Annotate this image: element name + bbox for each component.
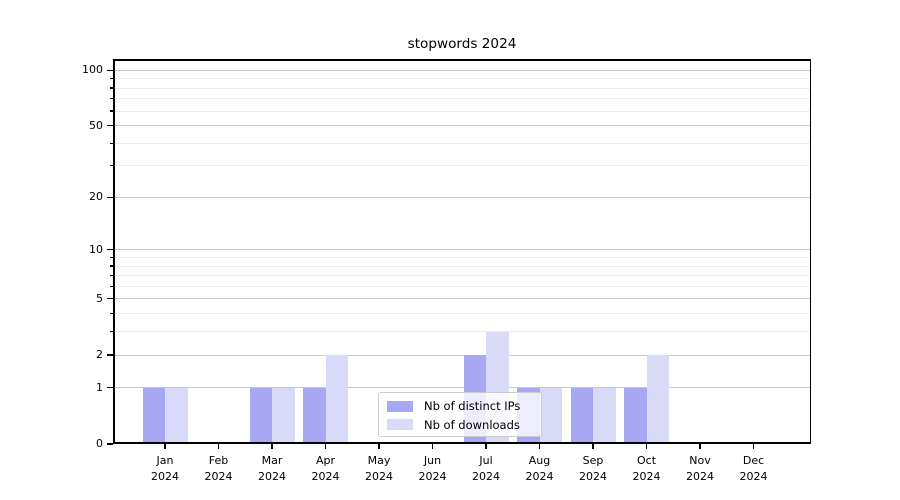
x-tick-label: Jul 2024	[472, 454, 500, 483]
y-minor-tick-mark	[109, 256, 113, 259]
y-tick-label: 10	[89, 242, 103, 256]
gridline-major	[113, 125, 811, 127]
x-tick-mark	[645, 444, 648, 449]
x-tick-label: Nov 2024	[686, 454, 714, 483]
y-tick-label: 100	[82, 63, 103, 77]
y-tick-label: 20	[89, 190, 103, 204]
plot-area: Nb of distinct IPs Nb of downloads	[113, 59, 811, 444]
x-tick-label: Oct 2024	[632, 454, 661, 483]
y-minor-tick-mark	[109, 165, 113, 167]
x-tick-mark	[324, 444, 327, 449]
x-tick-label: Aug 2024	[525, 454, 554, 483]
gridline-major	[113, 298, 811, 300]
x-tick-label: Sep 2024	[579, 454, 607, 483]
gridline-minor	[113, 275, 811, 277]
x-tick-mark	[752, 444, 755, 449]
x-tick-mark	[378, 444, 380, 449]
y-tick-label: 2	[96, 348, 103, 362]
y-tick-mark	[107, 249, 113, 251]
y-tick-mark	[107, 387, 113, 389]
gridlines	[113, 59, 811, 444]
bar-distinct-ips	[249, 387, 272, 444]
x-tick-mark	[431, 444, 434, 449]
y-minor-tick-mark	[109, 142, 113, 144]
legend-swatch	[387, 400, 413, 412]
y-minor-tick-mark	[109, 110, 113, 112]
x-tick-label: Jun 2024	[418, 454, 447, 483]
x-tick-label: Jan 2024	[151, 454, 179, 483]
gridline-major	[113, 249, 811, 251]
legend: Nb of distinct IPs Nb of downloads	[378, 392, 542, 437]
bar-distinct-ips	[570, 387, 593, 444]
gridline-minor	[113, 142, 811, 144]
bars	[113, 59, 811, 444]
spine-top	[113, 59, 811, 61]
x-tick-mark	[699, 444, 701, 449]
gridline-major	[113, 69, 811, 71]
gridline-minor	[113, 331, 811, 333]
bar-downloads	[646, 355, 669, 444]
gridline-major	[113, 387, 811, 389]
legend-label: Nb of downloads	[424, 417, 520, 432]
y-tick-mark	[107, 69, 113, 71]
spine-right	[809, 59, 811, 444]
y-tick-mark	[107, 196, 113, 198]
y-minor-tick-mark	[109, 98, 113, 100]
y-minor-tick-mark	[109, 331, 113, 333]
x-tick-label: Apr 2024	[311, 454, 340, 483]
gridline-minor	[113, 110, 811, 112]
y-tick-label: 1	[96, 380, 103, 394]
y-minor-tick-mark	[109, 313, 113, 315]
y-minor-tick-mark	[109, 265, 113, 267]
y-tick-mark	[107, 443, 113, 445]
y-tick-mark	[107, 298, 113, 300]
gridline-minor	[113, 257, 811, 258]
bar-downloads	[272, 387, 295, 444]
y-tick-label: 50	[89, 118, 103, 132]
gridline-minor	[113, 87, 811, 89]
x-tick-mark	[164, 444, 166, 449]
bar-downloads	[165, 387, 188, 444]
y-tick-mark	[107, 354, 113, 356]
legend-swatch	[387, 419, 413, 431]
legend-row: Nb of downloads	[387, 416, 533, 435]
x-tick-mark	[271, 444, 273, 449]
gridline-minor	[113, 98, 811, 100]
bar-distinct-ips	[303, 387, 326, 444]
y-minor-tick-mark	[109, 87, 113, 89]
bar-distinct-ips	[142, 387, 165, 444]
spine-bottom	[113, 442, 811, 444]
legend-row: Nb of distinct IPs	[387, 397, 533, 416]
gridline-minor	[113, 285, 811, 287]
x-tick-mark	[217, 444, 220, 449]
y-minor-tick-mark	[109, 285, 113, 287]
gridline-minor	[113, 165, 811, 167]
bar-downloads	[593, 387, 616, 444]
y-tick-label: 0	[96, 437, 103, 450]
x-tick-mark	[538, 444, 541, 449]
gridline-minor	[113, 78, 811, 80]
bar-distinct-ips	[624, 387, 647, 444]
x-tick-mark	[485, 444, 487, 449]
chart-title: stopwords 2024	[407, 36, 517, 52]
y-minor-tick-mark	[109, 78, 113, 80]
gridline-major	[113, 196, 811, 198]
x-tick-mark	[592, 444, 594, 449]
gridline-major	[113, 354, 811, 356]
x-tick-label: May 2024	[365, 454, 393, 483]
gridline-minor	[113, 313, 811, 315]
gridline-minor	[113, 265, 811, 267]
legend-label: Nb of distinct IPs	[424, 399, 521, 414]
x-tick-label: Feb 2024	[204, 454, 233, 483]
spine-left	[113, 59, 115, 444]
x-tick-label: Dec 2024	[739, 454, 768, 483]
y-tick-mark	[107, 124, 113, 127]
x-tick-label: Mar 2024	[258, 454, 286, 483]
y-minor-tick-mark	[109, 274, 113, 277]
bar-downloads	[539, 387, 562, 444]
bar-downloads	[325, 355, 348, 444]
y-tick-label: 5	[96, 291, 103, 305]
